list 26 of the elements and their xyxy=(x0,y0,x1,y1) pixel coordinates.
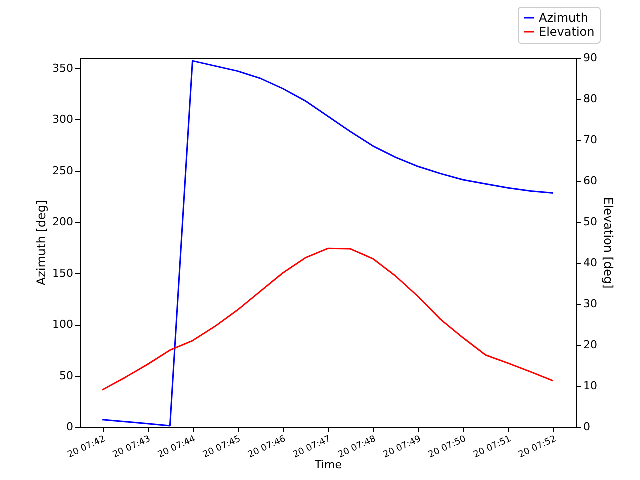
y-tick-label: 350 xyxy=(52,62,74,75)
line-series xyxy=(102,60,554,427)
x-axis-title: Time xyxy=(314,458,342,472)
y2-tick-label: 40 xyxy=(584,256,598,270)
y2-tick-label: 60 xyxy=(584,174,598,188)
y-tick-label: 200 xyxy=(52,216,74,228)
y2-tick-label: 30 xyxy=(584,298,598,310)
legend-label: Azimuth xyxy=(539,11,588,25)
y-tick-label: 300 xyxy=(52,113,74,126)
line-series xyxy=(102,248,554,391)
y-tick-label: 100 xyxy=(52,318,74,331)
legend-label: Elevation xyxy=(539,25,595,39)
y-tick-label: 50 xyxy=(60,369,74,382)
y2-tick-label: 90 xyxy=(584,52,598,64)
y2-tick-label: 0 xyxy=(584,420,590,434)
y2-tick-label: 50 xyxy=(584,216,598,228)
y2-tick-label: 70 xyxy=(584,134,598,146)
y2-tick-label: 20 xyxy=(584,338,598,352)
y-tick-label: 250 xyxy=(52,164,74,178)
y2-tick-label: 10 xyxy=(584,380,598,392)
y-axis-title: Azimuth [deg] xyxy=(34,200,49,286)
x-tick-label: 20 07:51 xyxy=(472,434,514,461)
y2-axis-title: Elevation [deg] xyxy=(601,197,616,289)
y-tick-label: 150 xyxy=(52,266,74,280)
y2-tick-label: 80 xyxy=(584,92,598,106)
y-tick-label: 0 xyxy=(66,420,74,434)
